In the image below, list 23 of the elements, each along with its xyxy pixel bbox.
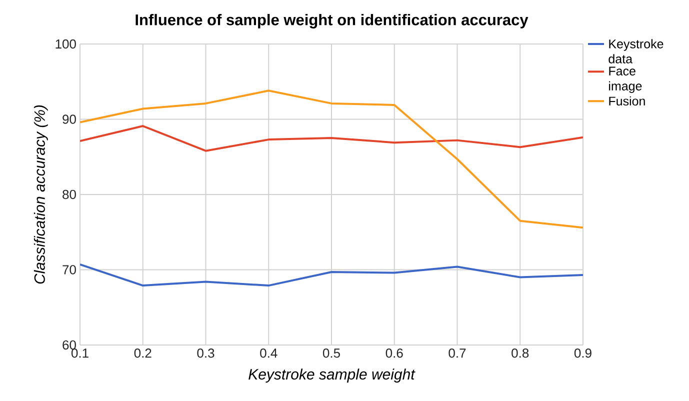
chart-title: Influence of sample weight on identification accuracy <box>136 14 528 28</box>
y-tick-label: 80 <box>62 190 76 200</box>
x-tick-label: 0.6 <box>386 348 403 358</box>
x-tick-label: 0.8 <box>512 348 529 358</box>
line-series <box>80 125 583 152</box>
y-tick-label: 100 <box>56 39 76 49</box>
line-series <box>80 263 583 287</box>
x-tick-label: 0.3 <box>197 348 214 358</box>
x-tick-label: 0.5 <box>322 348 340 358</box>
legend-label: Face image <box>609 66 642 93</box>
y-axis-title: Classification accuracy (%) <box>34 105 48 284</box>
x-tick-label: 0.1 <box>71 348 88 358</box>
x-tick-label: 0.9 <box>574 348 592 358</box>
y-tick-label: 60 <box>62 340 76 350</box>
legend-label: Fusion <box>609 96 645 106</box>
y-tick-label: 70 <box>62 265 76 274</box>
y-tick-label: 90 <box>62 114 76 124</box>
x-tick-label: 0.2 <box>134 348 152 358</box>
x-tick-label: 0.4 <box>260 348 278 358</box>
x-axis-title: Keystroke sample weight <box>248 368 416 383</box>
x-tick-label: 0.7 <box>448 348 466 358</box>
legend-label: Keystroke data <box>608 39 664 64</box>
line-series <box>80 90 583 229</box>
